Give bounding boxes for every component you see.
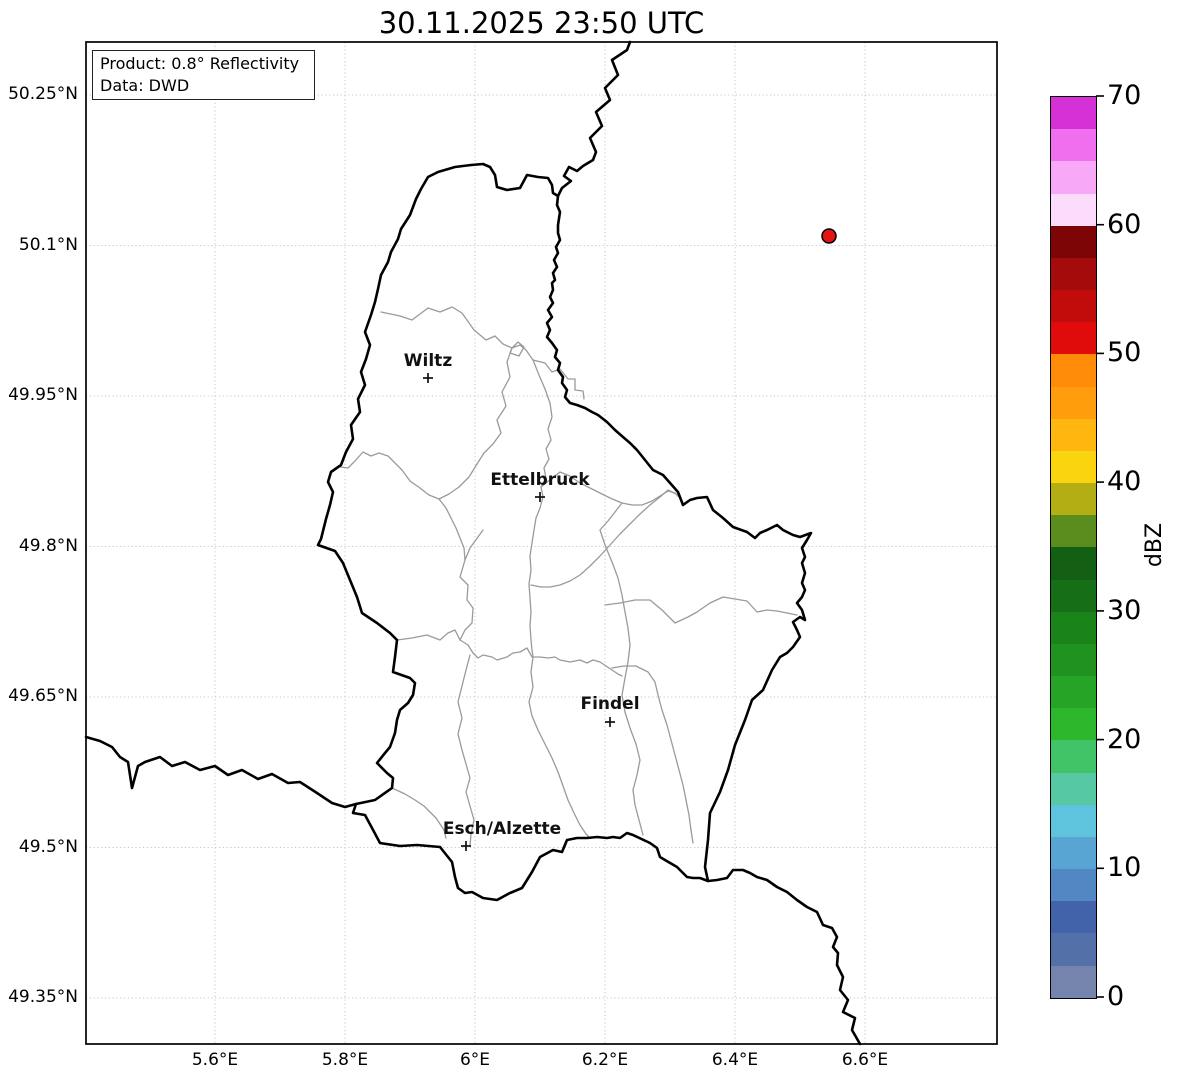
colorbar-segment [1051, 290, 1096, 323]
colorbar-segment [1051, 515, 1096, 548]
city-label-esch: Esch/Alzette [442, 819, 562, 839]
colorbar-segment [1051, 257, 1096, 291]
plot-frame [85, 41, 998, 1045]
colorbar-segment [1051, 225, 1096, 258]
country-borders [84, 40, 862, 1046]
city-marker-wiltz [423, 373, 433, 383]
product-info-box: Product: 0.8° Reflectivity Data: DWD [92, 50, 315, 100]
colorbar-segment [1051, 193, 1096, 226]
colorbar-tick-label: 40 [1107, 466, 1142, 497]
radar-site-marker [821, 228, 837, 244]
france-belgium-border [84, 735, 358, 809]
colorbar-tick-label: 70 [1107, 80, 1142, 111]
colorbar-segment [1051, 708, 1096, 741]
reflectivity-colorbar [1050, 96, 1097, 999]
france-germany-border [706, 868, 862, 1046]
colorbar-tick-marks [1096, 95, 1104, 998]
x-tick-label: 6.4°E [711, 1050, 759, 1070]
colorbar-segment [1051, 386, 1096, 419]
x-tick-label: 6.6°E [841, 1050, 889, 1070]
y-tick-label: 49.8°N [18, 536, 78, 556]
colorbar-segment [1051, 354, 1096, 387]
y-tick-label: 50.1°N [18, 235, 78, 255]
colorbar-segment [1051, 933, 1096, 966]
city-marker-esch [461, 841, 471, 851]
page-title: 30.11.2025 23:50 UTC [378, 6, 705, 40]
colorbar-segment [1051, 129, 1096, 162]
colorbar-segment [1051, 643, 1096, 677]
colorbar-segment [1051, 483, 1096, 516]
city-marker-findel [605, 717, 615, 727]
city-label-ettelbruck: Ettelbruck [490, 470, 590, 490]
city-label-wiltz: Wiltz [403, 351, 453, 371]
colorbar-segment [1051, 418, 1096, 451]
y-tick-label: 49.5°N [18, 837, 78, 857]
district-borders [340, 306, 798, 846]
x-tick-label: 5.8°E [321, 1050, 369, 1070]
belgium-germany-border [556, 40, 632, 198]
graticule-grid [86, 42, 997, 1044]
colorbar-segment [1051, 97, 1096, 130]
colorbar-segment [1051, 740, 1096, 773]
colorbar-tick-label: 10 [1107, 852, 1142, 883]
y-tick-label: 49.65°N [8, 686, 78, 706]
data-source-line: Data: DWD [100, 76, 190, 95]
colorbar-segment [1051, 322, 1096, 355]
colorbar-segment [1051, 836, 1096, 870]
product-line: Product: 0.8° Reflectivity [100, 54, 300, 73]
x-tick-label: 5.6°E [191, 1050, 239, 1070]
city-label-findel: Findel [580, 694, 640, 714]
city-markers [423, 373, 615, 851]
x-tick-label: 6°E [459, 1050, 491, 1070]
colorbar-segment [1051, 676, 1096, 709]
city-marker-ettelbruck [535, 492, 545, 502]
colorbar-segment [1051, 161, 1096, 194]
colorbar-tick-label: 0 [1107, 981, 1125, 1012]
colorbar-segment [1051, 965, 1096, 998]
luxembourg-border [316, 162, 813, 902]
colorbar-segment [1051, 450, 1096, 484]
colorbar-segment [1051, 901, 1096, 934]
colorbar-segment [1051, 611, 1096, 644]
x-tick-label: 6.2°E [581, 1050, 629, 1070]
colorbar-unit-label: dBZ [1142, 522, 1167, 568]
colorbar-tick-label: 50 [1107, 337, 1142, 368]
colorbar-segment [1051, 772, 1096, 805]
colorbar-tick-label: 20 [1107, 724, 1142, 755]
colorbar-tick-label: 60 [1107, 209, 1142, 240]
colorbar-segment [1051, 547, 1096, 580]
y-tick-label: 49.35°N [8, 987, 78, 1007]
colorbar-tick-label: 30 [1107, 595, 1142, 626]
colorbar-segment [1051, 869, 1096, 902]
y-tick-label: 50.25°N [8, 84, 78, 104]
colorbar-segment [1051, 579, 1096, 612]
y-tick-label: 49.95°N [8, 385, 78, 405]
colorbar-segment [1051, 804, 1096, 837]
